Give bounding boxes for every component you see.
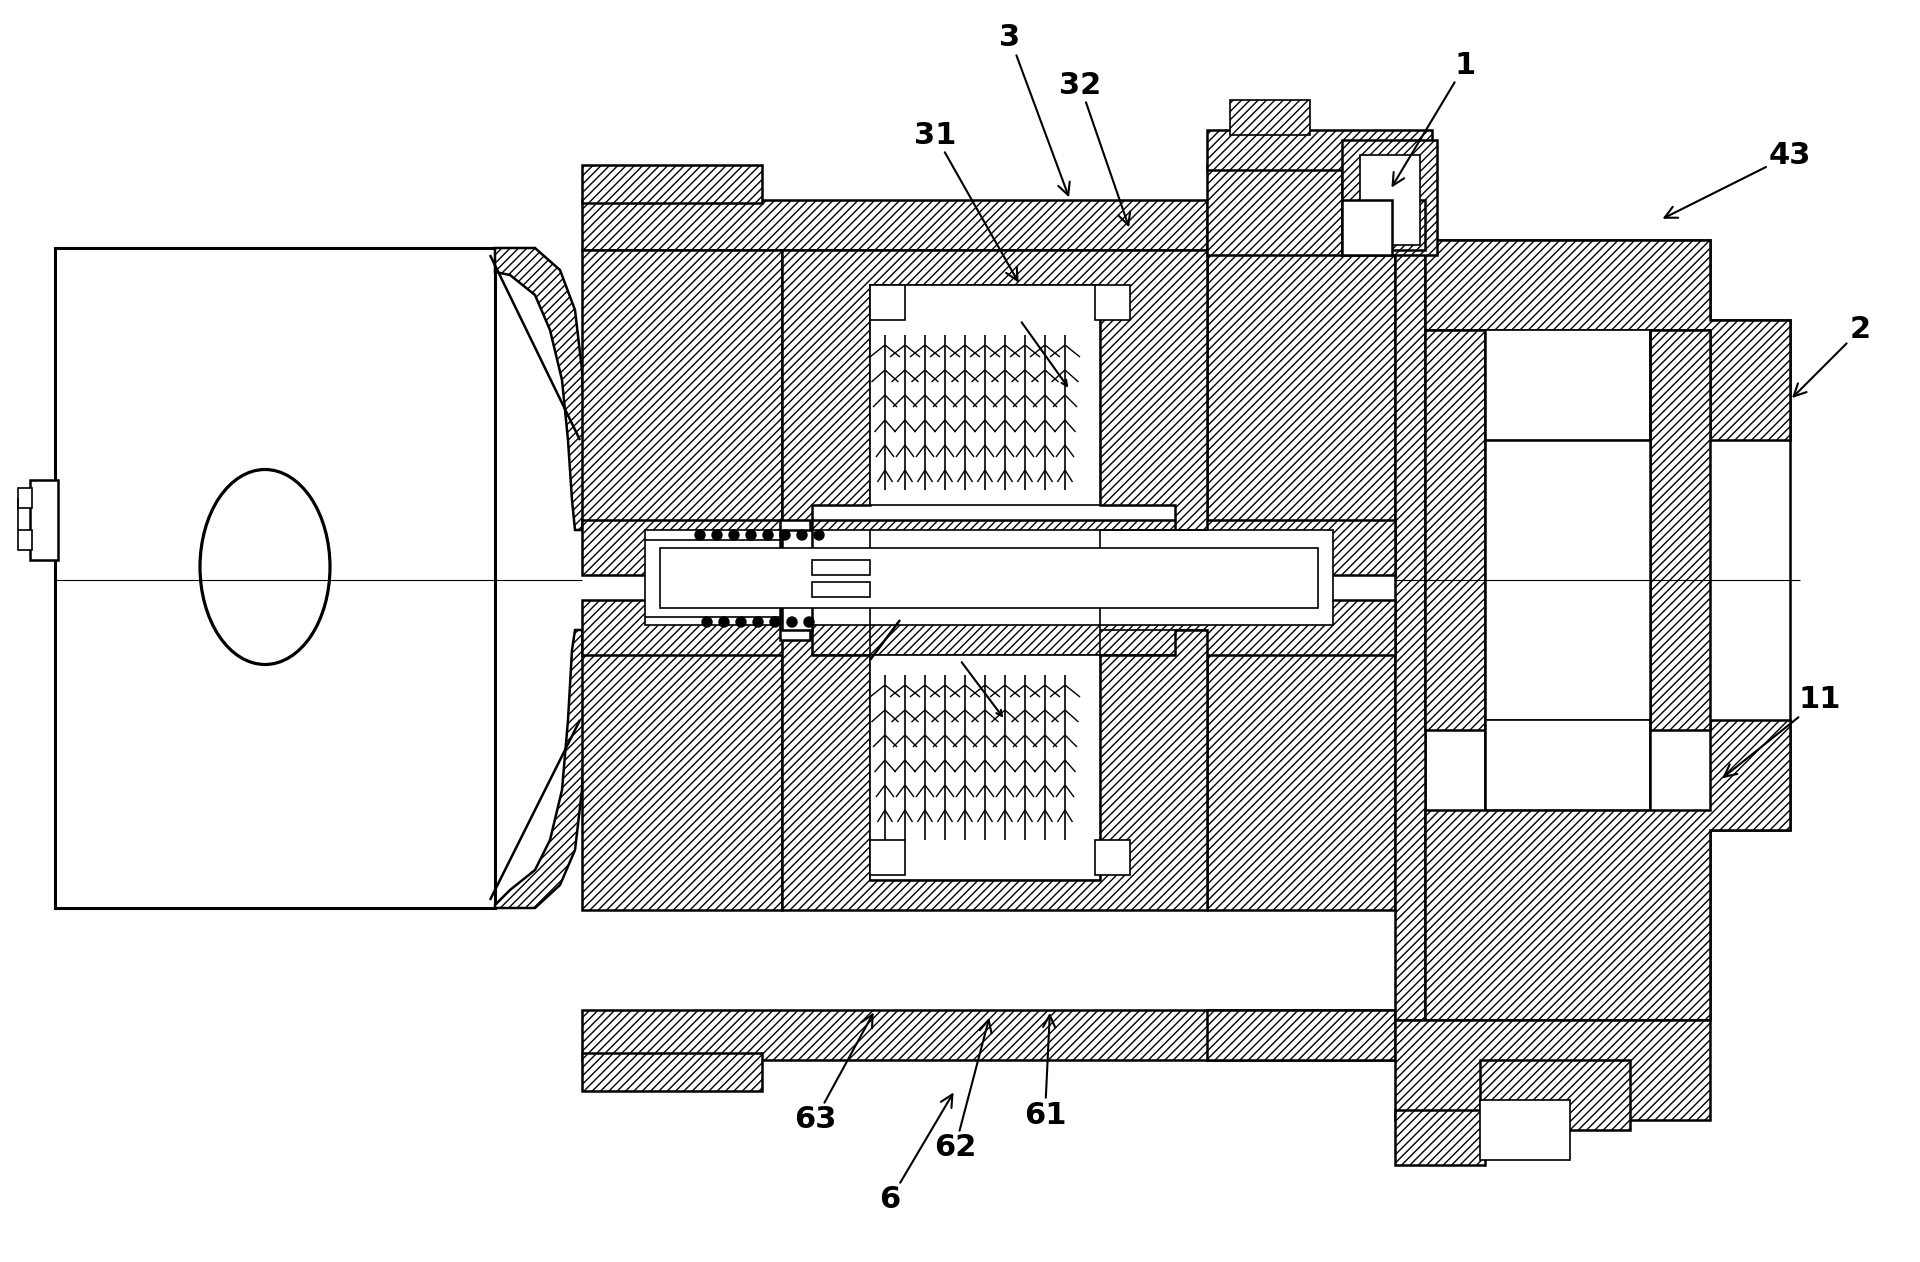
Bar [1484,721,1649,810]
Bar [870,840,904,875]
Bar [56,249,495,907]
Bar [1094,840,1131,875]
Bar [1342,199,1392,255]
Polygon shape [495,249,586,530]
Bar [1396,240,1425,1020]
Bar [582,250,781,530]
Polygon shape [781,250,1208,530]
Text: 32: 32 [1058,71,1131,225]
Bar [1480,1100,1571,1160]
Circle shape [712,530,722,540]
Circle shape [814,530,824,540]
Bar [1342,140,1436,255]
Text: 31: 31 [914,120,1018,280]
Circle shape [703,617,712,627]
Circle shape [730,530,739,540]
Bar [582,165,762,203]
Circle shape [762,530,774,540]
Circle shape [747,530,756,540]
Bar [1208,250,1396,530]
Polygon shape [1425,240,1789,440]
Text: 6: 6 [879,1094,952,1214]
Polygon shape [1425,240,1789,1020]
Bar [582,599,1396,655]
Bar [1094,285,1131,321]
Bar [1231,100,1309,135]
Bar [1396,1111,1484,1165]
Bar [1390,199,1425,250]
Circle shape [797,530,806,540]
Bar [870,285,1100,505]
Bar [1208,165,1342,255]
Circle shape [695,530,705,540]
Circle shape [770,617,780,627]
Bar [1208,630,1396,910]
Bar [660,548,1317,608]
Bar [1425,329,1484,729]
Bar [781,530,812,630]
Bar [1484,329,1649,440]
Text: 63: 63 [793,1015,872,1135]
Text: 62: 62 [933,1020,991,1162]
Bar [1484,440,1649,721]
Bar [1396,1020,1711,1119]
Bar [31,480,58,560]
Bar [645,530,1332,625]
Bar [780,520,810,640]
Bar [1480,1060,1630,1129]
Circle shape [780,530,789,540]
Text: 3: 3 [1000,24,1069,196]
Text: 11: 11 [1724,685,1841,777]
Bar [582,1010,1396,1060]
Circle shape [735,617,747,627]
Bar [870,655,1100,880]
Bar [17,488,33,509]
Bar [582,1053,762,1092]
Bar [17,530,33,550]
Bar [812,560,870,575]
Bar [1208,1010,1396,1060]
Ellipse shape [200,469,330,665]
Text: 43: 43 [1665,140,1811,218]
Bar [1208,199,1396,250]
Circle shape [804,617,814,627]
Bar [1359,155,1421,245]
Text: 61: 61 [1023,1015,1066,1129]
Bar [812,582,870,597]
Polygon shape [781,630,1208,910]
Text: 2: 2 [1793,316,1870,396]
Circle shape [718,617,730,627]
Circle shape [753,617,762,627]
Bar [1649,329,1711,729]
Polygon shape [495,630,586,907]
Bar [582,520,1396,575]
Bar [870,285,904,321]
Text: 1: 1 [1392,50,1476,186]
Bar [582,630,781,910]
Polygon shape [1425,721,1789,1020]
Bar [582,199,1396,250]
Bar [1208,130,1432,170]
Circle shape [787,617,797,627]
